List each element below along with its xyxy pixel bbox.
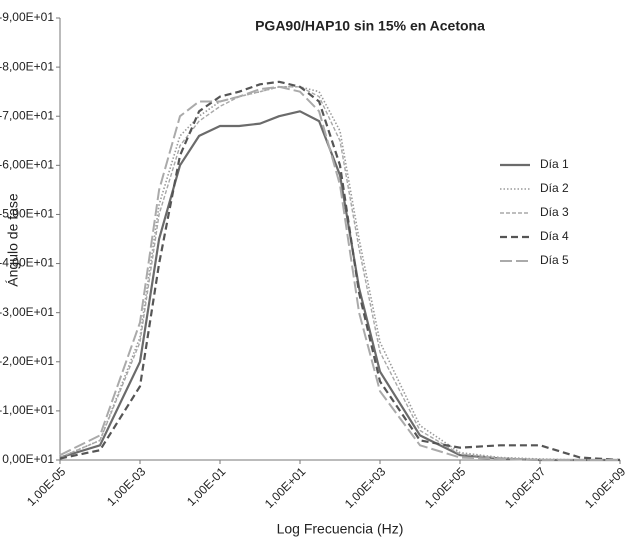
x-tick-label: 1,00E+03 — [342, 464, 389, 511]
legend-label: Día 5 — [540, 253, 569, 267]
y-tick-label: -6,00E+01 — [0, 158, 54, 172]
x-tick-label: 1,00E+01 — [262, 464, 309, 511]
y-tick-label: -2,00E+01 — [0, 354, 54, 368]
legend-label: Día 1 — [540, 157, 569, 171]
x-tick-label: 1,00E+07 — [502, 464, 549, 511]
series-line — [59, 85, 620, 461]
x-tick-label: 1,00E-03 — [104, 464, 149, 509]
legend-label: Día 4 — [540, 229, 569, 243]
x-axis-label: Log Frecuencia (Hz) — [277, 521, 404, 537]
y-tick-label: -8,00E+01 — [0, 59, 54, 73]
legend-label: Día 3 — [540, 205, 569, 219]
x-tick-label: 1,00E-01 — [184, 464, 229, 509]
y-tick-label: -9,00E+01 — [0, 10, 54, 24]
y-tick-label: -3,00E+01 — [0, 305, 54, 319]
y-axis-label: Ángulo de fase — [5, 193, 21, 287]
series-line — [59, 86, 620, 461]
y-tick-label: 0,00E+01 — [2, 452, 54, 466]
y-tick-label: -7,00E+01 — [0, 108, 54, 122]
y-tick-label: -4,00E+01 — [0, 256, 54, 270]
series-line — [59, 80, 621, 462]
legend-label: Día 2 — [540, 181, 569, 195]
y-tick-label: -5,00E+01 — [0, 207, 54, 221]
chart-title: PGA90/HAP10 sin 15% en Acetona — [255, 18, 485, 34]
y-tick-label: -1,00E+01 — [0, 403, 54, 417]
series-line — [59, 86, 620, 461]
x-tick-label: 1,00E-05 — [24, 464, 69, 509]
x-tick-label: 1,00E+09 — [582, 464, 629, 511]
x-tick-label: 1,00E+05 — [422, 464, 469, 511]
